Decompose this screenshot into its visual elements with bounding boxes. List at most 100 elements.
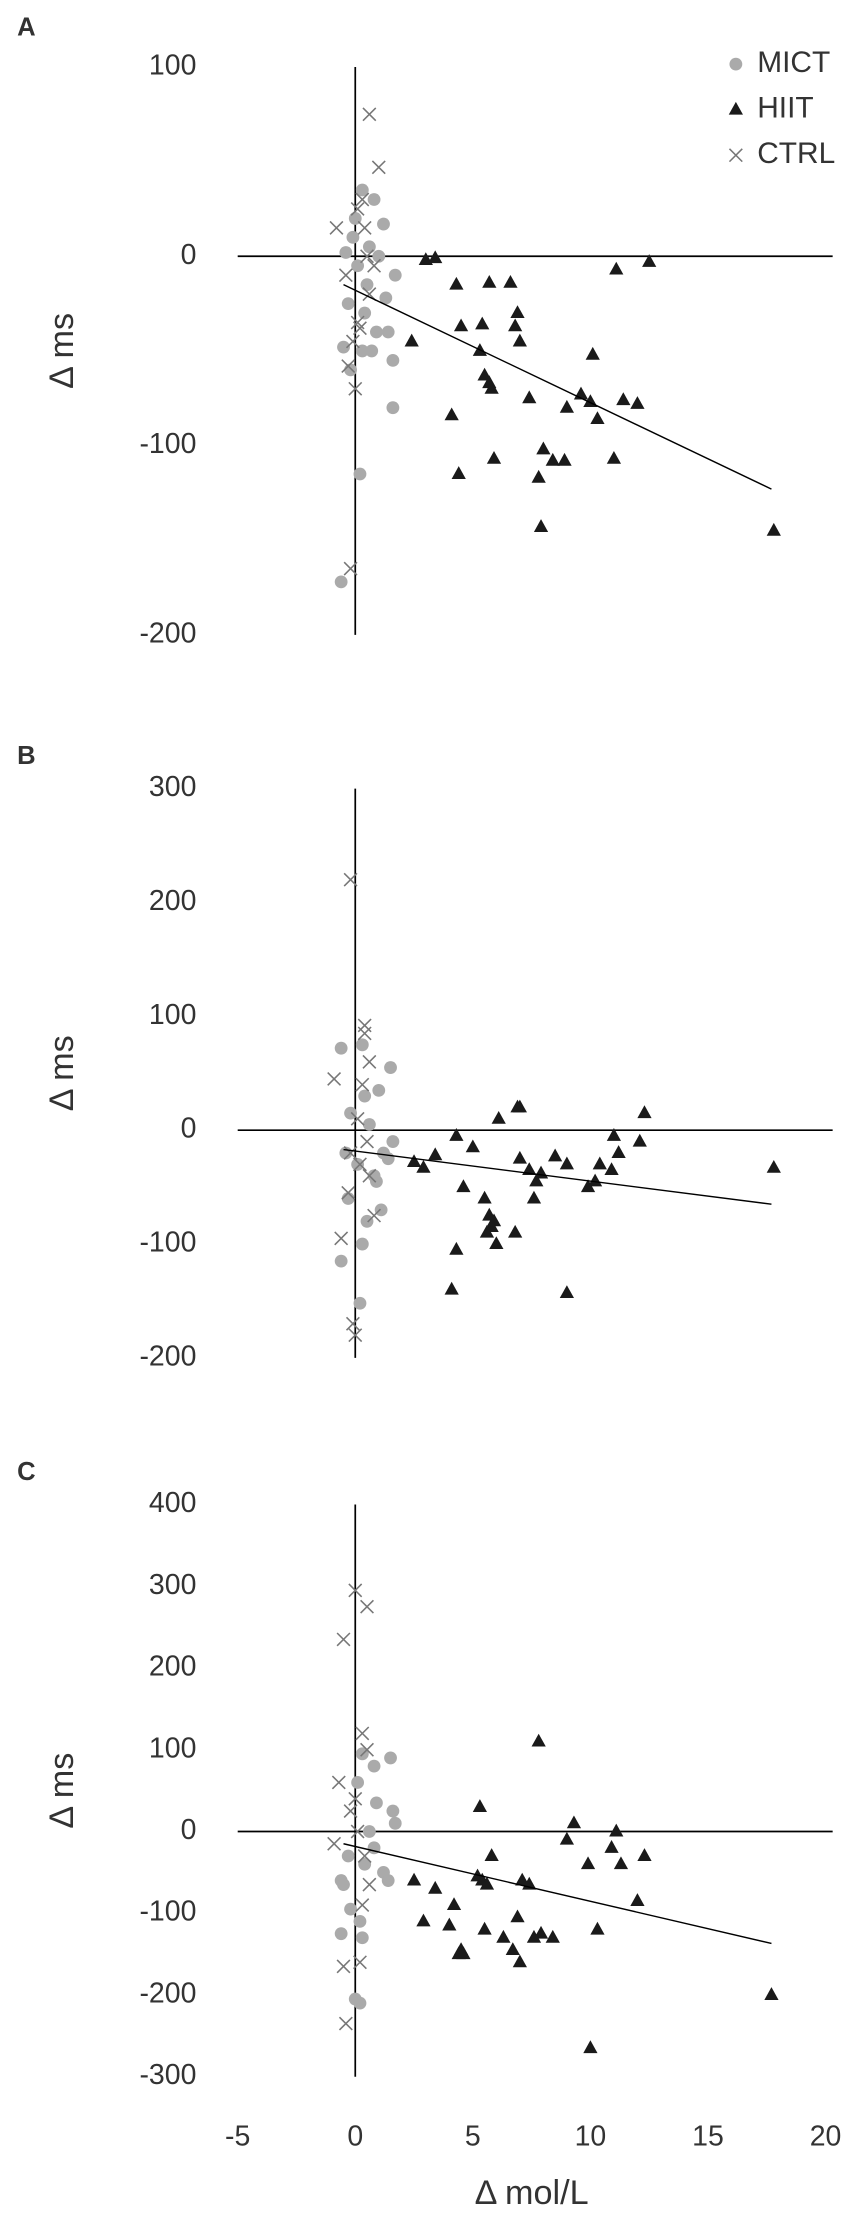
point xyxy=(611,1145,626,1158)
point xyxy=(343,1804,358,1819)
point xyxy=(377,217,390,231)
point xyxy=(357,220,372,235)
point xyxy=(384,1751,397,1765)
x-tick-label: 15 xyxy=(692,2120,724,2152)
point xyxy=(613,1856,629,1870)
point xyxy=(766,522,781,536)
point xyxy=(606,1128,622,1141)
point xyxy=(404,333,419,347)
point xyxy=(355,183,369,197)
point xyxy=(533,1165,549,1179)
point xyxy=(489,1236,504,1250)
point xyxy=(339,246,353,259)
point xyxy=(372,1083,386,1097)
point xyxy=(491,1110,506,1124)
x-tick-label: 5 xyxy=(465,2120,481,2152)
point xyxy=(479,1224,495,1238)
point xyxy=(343,872,358,887)
point xyxy=(386,1804,400,1818)
point xyxy=(590,411,605,425)
point xyxy=(428,250,443,264)
point xyxy=(510,1909,525,1923)
point xyxy=(355,1077,370,1092)
point xyxy=(362,1168,377,1183)
point xyxy=(360,1214,374,1228)
point xyxy=(444,407,459,421)
point xyxy=(482,274,497,288)
point xyxy=(637,1848,652,1861)
point xyxy=(362,1825,376,1838)
point xyxy=(362,1054,377,1069)
point xyxy=(334,575,348,589)
point xyxy=(355,192,370,207)
point xyxy=(428,1147,443,1161)
point xyxy=(503,274,518,288)
point xyxy=(346,230,360,244)
point xyxy=(379,291,393,305)
point xyxy=(351,1157,365,1171)
point xyxy=(580,1856,596,1870)
point xyxy=(360,278,374,292)
point xyxy=(357,1849,372,1863)
point xyxy=(345,334,360,349)
point xyxy=(444,1281,459,1295)
point xyxy=(477,367,492,381)
point xyxy=(406,1154,422,1168)
point xyxy=(353,1955,367,1970)
point xyxy=(616,392,631,406)
y-tick-label: 0 xyxy=(181,1113,197,1145)
point xyxy=(344,363,357,377)
point xyxy=(381,1874,395,1887)
point xyxy=(449,276,464,290)
point xyxy=(580,1179,596,1193)
point xyxy=(384,1061,397,1074)
point xyxy=(362,1877,377,1892)
point xyxy=(331,1775,346,1790)
point xyxy=(531,1733,546,1747)
point xyxy=(416,1159,431,1173)
point xyxy=(350,1824,365,1839)
point xyxy=(442,1917,457,1931)
point xyxy=(533,519,549,532)
point xyxy=(449,1128,464,1141)
point xyxy=(456,1946,471,1960)
point xyxy=(604,1840,619,1853)
point xyxy=(355,1726,370,1741)
point xyxy=(355,1237,369,1251)
point xyxy=(559,1831,575,1845)
point xyxy=(353,1996,367,2010)
point xyxy=(764,1987,779,2000)
point xyxy=(386,353,400,367)
point xyxy=(362,240,376,254)
point xyxy=(345,1316,360,1331)
point xyxy=(370,325,383,339)
point xyxy=(475,316,490,330)
y-axis-label: Δ ms xyxy=(43,1753,81,1829)
point xyxy=(327,1836,342,1851)
point xyxy=(406,1872,422,1886)
y-axis-label: Δ ms xyxy=(43,313,81,389)
point xyxy=(341,1192,355,1205)
point xyxy=(477,1921,492,1935)
panel-label: C xyxy=(17,1458,36,1486)
point xyxy=(559,1285,575,1299)
legend-symbol xyxy=(728,101,743,115)
point xyxy=(362,107,377,122)
point xyxy=(512,333,527,347)
trend-line xyxy=(343,1148,772,1205)
legend-symbol xyxy=(729,57,743,71)
point xyxy=(428,1880,443,1894)
x-tick-label: 20 xyxy=(810,2120,842,2152)
point xyxy=(536,441,551,455)
point xyxy=(371,160,386,175)
point xyxy=(386,401,400,415)
point xyxy=(336,1959,351,1974)
point xyxy=(766,1159,781,1173)
point xyxy=(529,1173,544,1187)
point xyxy=(370,1796,383,1810)
point xyxy=(338,2016,353,2031)
point xyxy=(358,1089,372,1103)
point xyxy=(374,1203,388,1217)
point xyxy=(479,1876,495,1890)
panel-label: B xyxy=(17,742,36,770)
